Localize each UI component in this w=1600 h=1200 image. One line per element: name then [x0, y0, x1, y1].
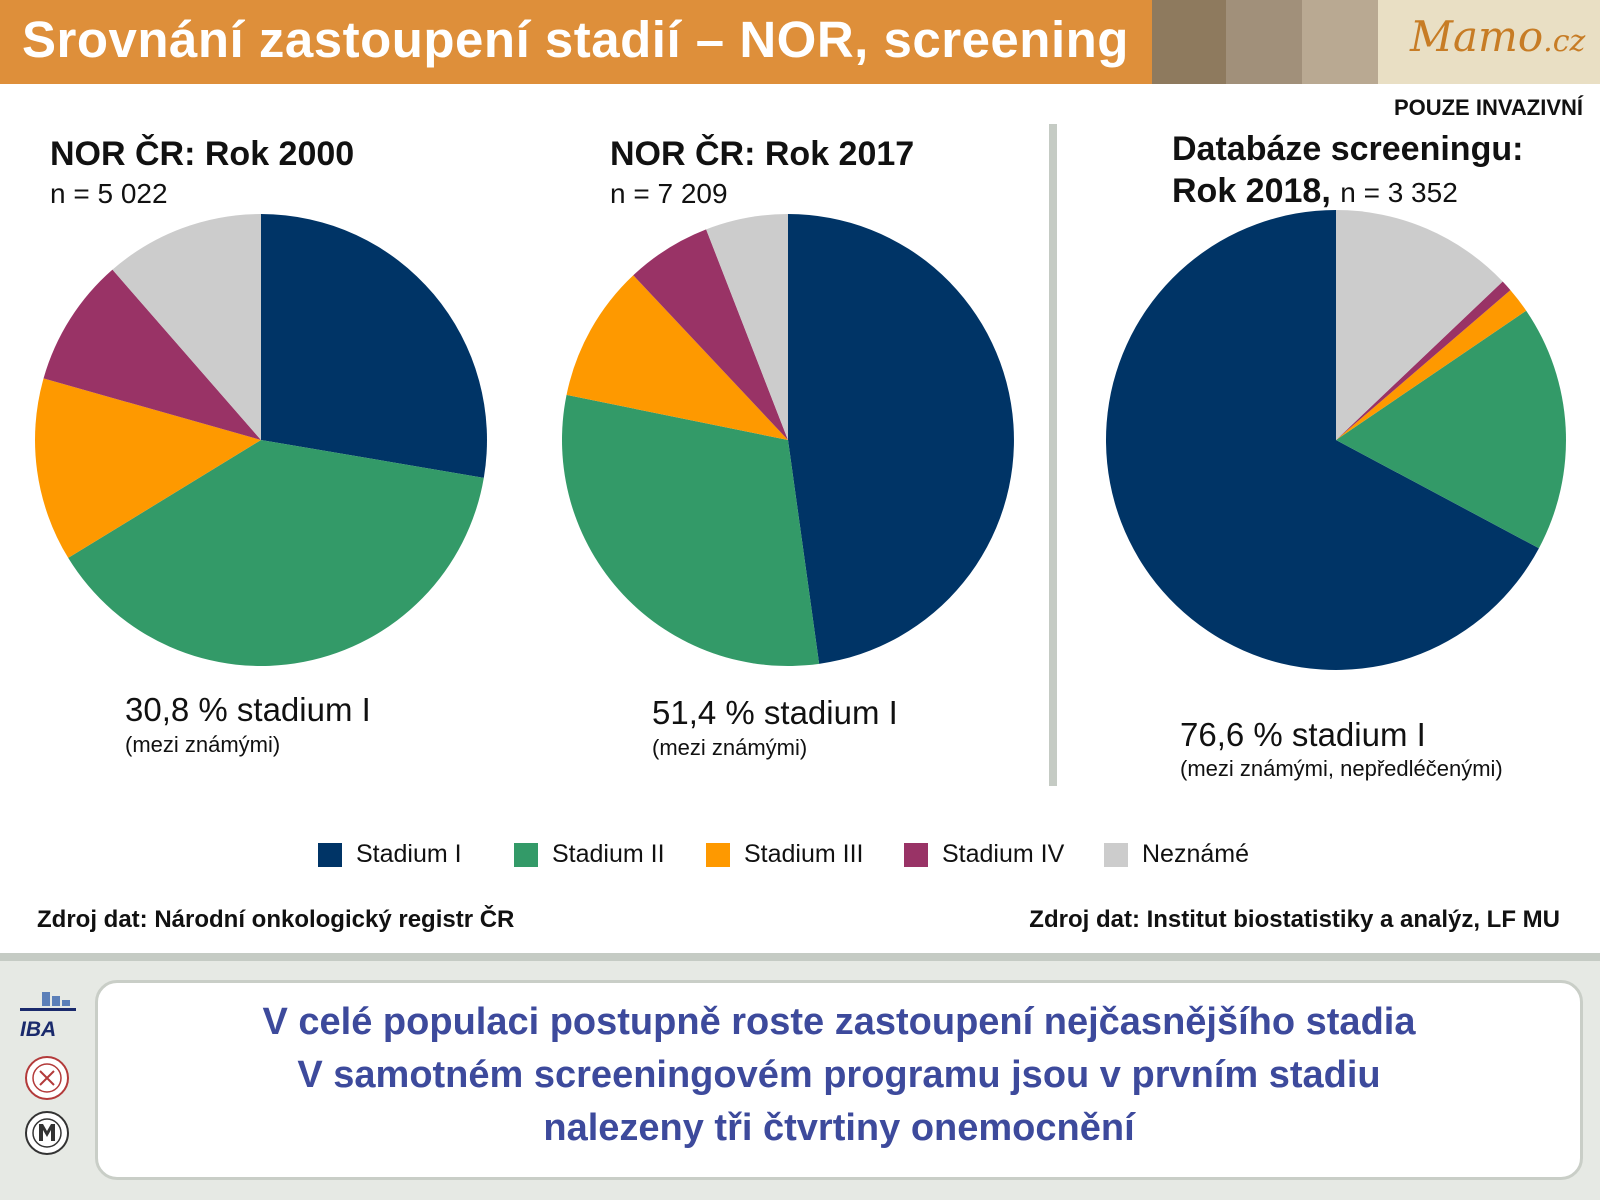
iba-logo-text: IBA [20, 1018, 57, 1041]
panel-n-2000: n = 5 022 [50, 178, 168, 209]
mamo-logo: Mamo.cz [1410, 12, 1585, 61]
panel-subtitle-2018: Rok 2018, n = 3 352 [1172, 171, 1458, 213]
panel-year-2018: Rok 2018, [1172, 172, 1331, 210]
legend-label: Stadium II [552, 840, 665, 868]
panel-divider [1049, 124, 1057, 786]
legend-swatch [706, 843, 730, 867]
header-color-band [1226, 0, 1302, 84]
legend-label: Neznámé [1142, 840, 1249, 868]
panel-title-2000: NOR ČR: Rok 2000 [50, 135, 355, 173]
panel-title-2018: Databáze screeningu: [1172, 130, 1524, 168]
pie-slice-stadium-ii [68, 440, 484, 666]
faculty-seal-icon [25, 1056, 69, 1100]
legend-label: Stadium IV [942, 840, 1065, 868]
source-right: Zdroj dat: Institut biostatistiky a anal… [1029, 906, 1560, 933]
pie-slice-nezname [112, 214, 262, 440]
mamo-logo-suffix: .cz [1543, 24, 1586, 59]
panel-n-2018: n = 3 352 [1340, 177, 1458, 208]
legend-swatch [318, 843, 342, 867]
iba-logo-icon [20, 992, 76, 1011]
pie-slice-stadium-ii [1336, 310, 1567, 549]
pie-slice-stadium-iii [566, 275, 788, 440]
conclusion-box: V celé populaci postupně roste zastoupen… [95, 980, 1583, 1180]
mamo-logo-main: Mamo [1410, 12, 1544, 61]
stage1-share-note-2018: (mezi známými, nepředléčenými) [1180, 756, 1503, 781]
pie-slice-stadium-i [261, 214, 487, 478]
invasive-only-note: POUZE INVAZIVNÍ [1393, 95, 1583, 120]
pie-chart-2017 [561, 214, 1014, 666]
pie-slice-stadium-iii [1336, 290, 1527, 440]
pie-slice-stadium-iv [1336, 281, 1511, 440]
pie-slice-nezname [706, 214, 788, 440]
stage1-share-note-2000: (mezi známými) [125, 732, 281, 757]
page-title: Srovnání zastoupení stadií – NOR, screen… [22, 11, 1129, 68]
pie-chart-2018 [1106, 210, 1567, 670]
source-left: Zdroj dat: Národní onkologický registr Č… [37, 906, 515, 933]
pie-slice-stadium-i [788, 214, 1014, 664]
mamo-logo-background [1378, 0, 1600, 84]
panel-n-2017: n = 7 209 [610, 178, 728, 209]
legend-label: Stadium III [744, 840, 864, 868]
legend-swatch [904, 843, 928, 867]
conclusion-line-1: V celé populaci postupně roste zastoupen… [262, 1001, 1416, 1043]
conclusion-line-2: V samotném screeningovém programu jsou v… [297, 1054, 1381, 1096]
university-seal-icon [25, 1111, 69, 1155]
pie-slice-stadium-ii [561, 394, 820, 666]
pie-slice-stadium-i [1106, 210, 1539, 670]
pie-chart-2000 [35, 214, 487, 666]
legend-label: Stadium I [356, 840, 462, 868]
header-color-band [1302, 0, 1378, 84]
bottom-bar-border [0, 953, 1600, 961]
header-color-band [1152, 0, 1226, 84]
legend-swatch [514, 843, 538, 867]
stage1-share-2018: 76,6 % stadium I [1180, 716, 1426, 753]
legend-swatch [1104, 843, 1128, 867]
pie-slice-stadium-iii [35, 378, 261, 558]
conclusion-line-3: nalezeny tři čtvrtiny onemocnění [543, 1107, 1135, 1149]
panel-title-2017: NOR ČR: Rok 2017 [610, 135, 915, 173]
pie-slice-nezname [1336, 210, 1503, 440]
pie-slice-stadium-iv [43, 269, 262, 440]
stage1-share-2017: 51,4 % stadium I [652, 694, 898, 731]
pie-slice-stadium-iv [633, 229, 788, 440]
stage1-share-note-2017: (mezi známými) [652, 735, 808, 760]
stage1-share-2000: 30,8 % stadium I [125, 691, 371, 728]
